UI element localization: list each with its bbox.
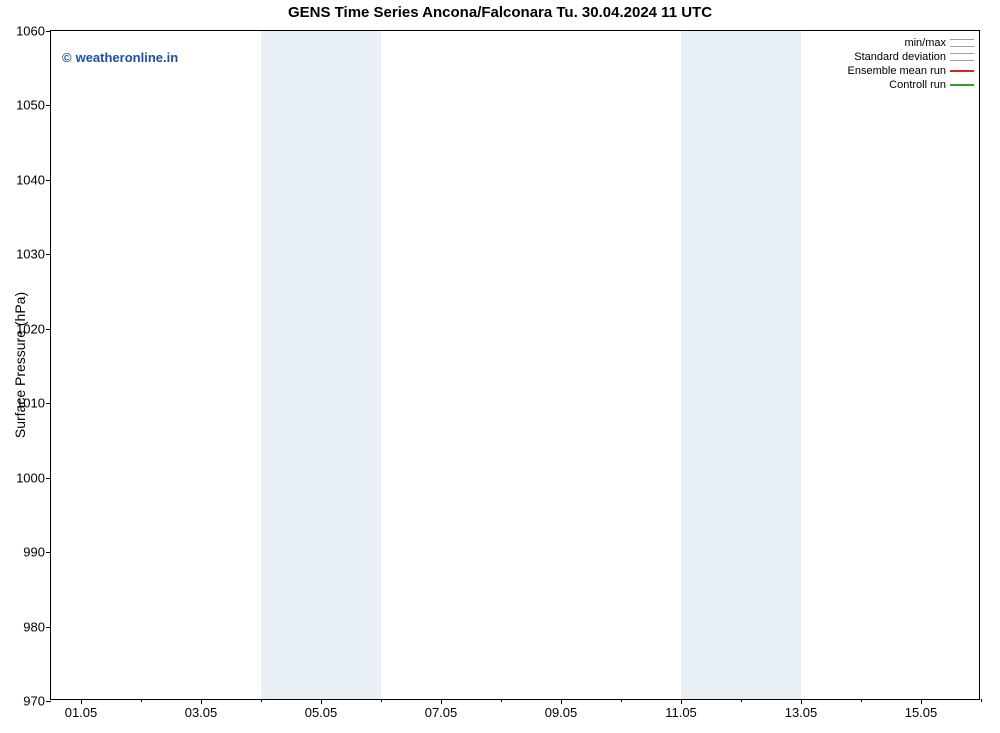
x-tick (921, 699, 922, 704)
x-tick-label: 03.05 (185, 705, 218, 720)
x-tick-minor (261, 699, 262, 702)
x-tick-label: 01.05 (65, 705, 98, 720)
y-tick-label: 980 (23, 619, 45, 634)
weekend-shade (261, 31, 321, 699)
x-tick (801, 699, 802, 704)
x-tick-minor (861, 699, 862, 702)
legend-item: Standard deviation (848, 50, 974, 64)
legend-item: Ensemble mean run (848, 64, 974, 78)
y-tick-label: 1030 (16, 247, 45, 262)
x-tick (561, 699, 562, 704)
x-tick (81, 699, 82, 704)
x-tick-label: 13.05 (785, 705, 818, 720)
weekend-shade (741, 31, 801, 699)
x-tick-label: 15.05 (905, 705, 938, 720)
x-tick-minor (621, 699, 622, 702)
y-tick (46, 478, 51, 479)
legend-swatch (950, 53, 974, 61)
x-tick-label: 07.05 (425, 705, 458, 720)
chart-title: GENS Time Series Ancona/Falconara Tu. 30… (0, 4, 1000, 21)
y-tick-label: 1000 (16, 470, 45, 485)
x-tick (441, 699, 442, 704)
y-tick-label: 1050 (16, 98, 45, 113)
x-tick-minor (981, 699, 982, 702)
x-tick (321, 699, 322, 704)
x-tick-minor (501, 699, 502, 702)
legend-label: Standard deviation (854, 50, 946, 64)
legend-label: min/max (904, 36, 946, 50)
legend-swatch (950, 84, 974, 86)
y-tick-label: 970 (23, 694, 45, 709)
y-tick (46, 180, 51, 181)
legend-label: Controll run (889, 78, 946, 92)
legend-item: Controll run (848, 78, 974, 92)
plot-area: 970980990100010101020103010401050106001.… (50, 30, 980, 700)
legend-swatch (950, 39, 974, 47)
y-tick (46, 329, 51, 330)
watermark: © weatheronline.in (62, 50, 178, 65)
y-tick-label: 1060 (16, 24, 45, 39)
x-tick-minor (141, 699, 142, 702)
legend-swatch (950, 70, 974, 72)
x-tick (201, 699, 202, 704)
y-tick-label: 990 (23, 545, 45, 560)
y-tick (46, 254, 51, 255)
y-tick (46, 552, 51, 553)
watermark-text: weatheronline.in (76, 50, 179, 65)
y-tick (46, 105, 51, 106)
y-tick (46, 627, 51, 628)
y-tick (46, 31, 51, 32)
x-tick-label: 11.05 (665, 705, 697, 720)
x-tick-label: 09.05 (545, 705, 578, 720)
weekend-shade (681, 31, 741, 699)
y-tick (46, 701, 51, 702)
x-tick-label: 05.05 (305, 705, 338, 720)
y-tick-label: 1040 (16, 172, 45, 187)
weekend-shade (321, 31, 381, 699)
y-axis-label: Surface Pressure (hPa) (12, 292, 28, 438)
legend: min/maxStandard deviationEnsemble mean r… (848, 36, 974, 92)
x-tick-minor (381, 699, 382, 702)
y-tick (46, 403, 51, 404)
legend-label: Ensemble mean run (848, 64, 946, 78)
copyright-icon: © (62, 50, 72, 65)
x-tick-minor (741, 699, 742, 702)
x-tick (681, 699, 682, 704)
legend-item: min/max (848, 36, 974, 50)
